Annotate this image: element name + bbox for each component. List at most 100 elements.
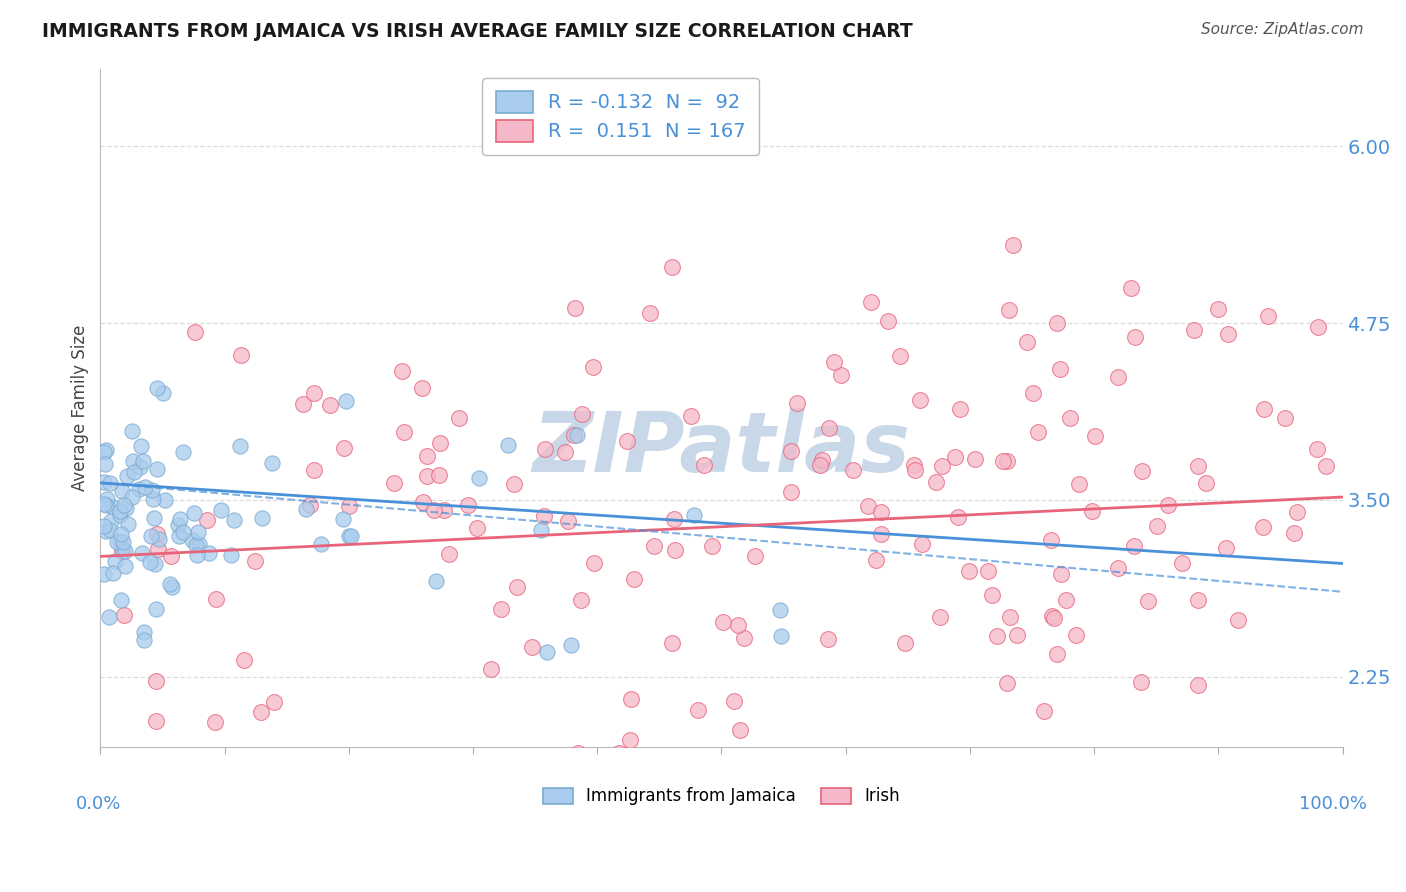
Point (908, 392, 931, 407)
Point (224, 513, 246, 527)
Text: ZIPatlas: ZIPatlas (533, 409, 911, 489)
Point (599, 829, 621, 843)
Point (582, 556, 605, 570)
Point (489, 602, 512, 616)
Point (688, 703, 710, 717)
Point (93, 497, 115, 511)
Point (1095, 762, 1118, 776)
Point (309, 537, 332, 551)
Point (931, 459, 953, 474)
Point (1045, 647, 1067, 661)
Point (294, 502, 316, 516)
Point (159, 576, 181, 591)
Point (131, 546, 153, 560)
Point (1123, 539, 1146, 553)
Point (429, 436, 451, 450)
Point (141, 483, 163, 497)
Point (567, 746, 589, 760)
Point (1156, 498, 1178, 512)
Point (129, 459, 152, 474)
Point (145, 557, 167, 571)
Point (564, 301, 586, 315)
Point (243, 554, 266, 568)
Point (304, 463, 326, 477)
Point (1021, 386, 1043, 401)
Point (1227, 613, 1250, 627)
Point (94, 442, 117, 457)
Point (1187, 678, 1209, 692)
Point (856, 499, 879, 513)
Point (479, 662, 502, 676)
Point (995, 454, 1018, 468)
Point (335, 394, 357, 409)
Point (94, 457, 117, 471)
Point (111, 484, 134, 499)
Point (865, 553, 887, 567)
Point (830, 368, 852, 382)
Point (146, 462, 169, 476)
Point (1306, 442, 1329, 457)
Point (929, 610, 952, 624)
Point (111, 541, 134, 556)
Point (638, 306, 661, 320)
Point (623, 572, 645, 586)
Point (184, 538, 207, 552)
Point (187, 524, 209, 539)
Point (786, 396, 808, 410)
Point (132, 454, 155, 468)
Point (976, 564, 998, 578)
Y-axis label: Average Family Size: Average Family Size (72, 325, 89, 491)
Point (134, 633, 156, 648)
Point (662, 512, 685, 526)
Point (817, 632, 839, 647)
Point (998, 302, 1021, 317)
Point (447, 411, 470, 425)
Point (948, 402, 970, 417)
Point (817, 421, 839, 435)
Point (142, 492, 165, 507)
Point (292, 397, 315, 411)
Point (620, 692, 643, 706)
Point (998, 610, 1021, 624)
Point (121, 424, 143, 438)
Point (153, 493, 176, 508)
Point (110, 527, 132, 541)
Point (1002, 238, 1025, 252)
Point (172, 524, 194, 539)
Point (1187, 458, 1209, 473)
Point (302, 386, 325, 401)
Point (94, 524, 117, 538)
Point (245, 759, 267, 773)
Point (412, 495, 434, 509)
Point (1064, 628, 1087, 642)
Point (93, 518, 115, 533)
Point (683, 508, 706, 522)
Point (1215, 541, 1237, 556)
Point (429, 467, 451, 482)
Point (433, 503, 456, 517)
Point (661, 260, 683, 274)
Point (145, 674, 167, 689)
Point (963, 452, 986, 467)
Point (339, 529, 361, 543)
Point (1130, 464, 1153, 478)
Point (333, 442, 356, 456)
Point (943, 450, 966, 464)
Point (1187, 592, 1209, 607)
Point (1208, 301, 1230, 316)
Point (1026, 425, 1049, 439)
Point (93, 567, 115, 582)
Point (411, 381, 433, 395)
Point (1123, 330, 1146, 344)
Point (415, 449, 437, 463)
Point (1040, 609, 1063, 624)
Point (392, 425, 415, 439)
Point (981, 588, 1004, 602)
Point (702, 539, 724, 553)
Point (391, 364, 413, 378)
Point (101, 500, 124, 515)
Point (664, 543, 686, 558)
Point (132, 624, 155, 639)
Point (180, 533, 202, 547)
Legend: Immigrants from Jamaica, Irish: Immigrants from Jamaica, Irish (534, 779, 908, 814)
